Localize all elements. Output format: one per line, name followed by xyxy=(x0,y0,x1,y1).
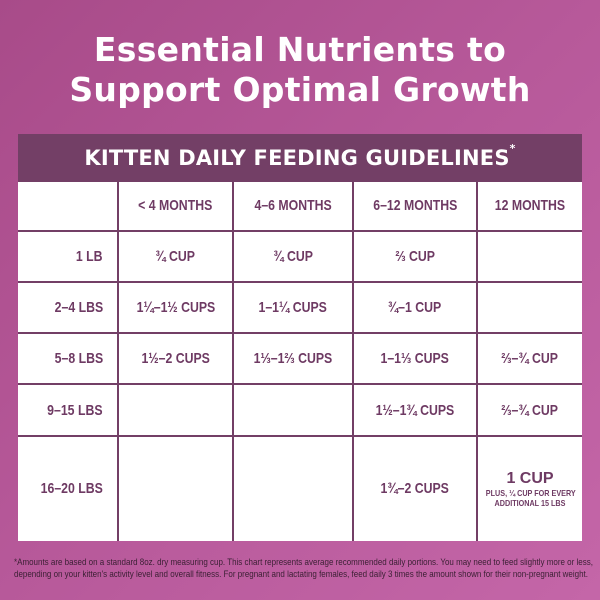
table-cell: ⅔ CUP xyxy=(352,229,478,283)
row-label-weight: 5–8 LBS xyxy=(18,332,119,386)
table-cell xyxy=(232,434,354,541)
column-header-row: < 4 MONTHS 4–6 MONTHS 6–12 MONTHS 12 MON… xyxy=(18,182,582,232)
table-cell xyxy=(232,383,354,437)
title-line-2: Support Optimal Growth xyxy=(69,70,531,109)
table-row: 5–8 LBS 1½–2 CUPS 1⅓–1⅔ CUPS 1–1⅓ CUPS ⅔… xyxy=(18,332,582,386)
page-title: Essential Nutrients to Support Optimal G… xyxy=(0,30,600,110)
table-cell: ⅔–¾ CUP xyxy=(476,332,582,386)
table-row: 1 LB ¾ CUP ¾ CUP ⅔ CUP xyxy=(18,229,582,283)
table-cell xyxy=(117,434,234,541)
table-cell: 1½–1¾ CUPS xyxy=(352,383,478,437)
footnote-line-1: *Amounts are based on a standard 8oz. dr… xyxy=(14,557,593,567)
feeding-grid: < 4 MONTHS 4–6 MONTHS 6–12 MONTHS 12 MON… xyxy=(18,182,582,541)
table-cell: ⅔–¾ CUP xyxy=(476,383,582,437)
column-header-4-6-months: 4–6 MONTHS xyxy=(232,182,354,232)
table-cell: 1¼–1½ CUPS xyxy=(117,280,234,335)
cell-note-line-1: PLUS, ¼ CUP FOR EVERY xyxy=(485,487,576,498)
table-cell xyxy=(476,229,582,283)
table-cell: ¾ CUP xyxy=(117,229,234,283)
table-cell: 1–1¼ CUPS xyxy=(232,280,354,335)
footnote-marker: * xyxy=(509,142,516,155)
corner-cell xyxy=(18,182,119,232)
feeding-guidelines-table: KITTEN DAILY FEEDING GUIDELINES* < 4 MON… xyxy=(18,134,582,541)
table-cell xyxy=(117,383,234,437)
row-label-weight: 1 LB xyxy=(18,229,119,283)
table-cell: 1–1⅓ CUPS xyxy=(352,332,478,386)
table-cell-with-note: 1 CUP PLUS, ¼ CUP FOR EVERY ADDITIONAL 1… xyxy=(476,434,582,541)
table-heading: KITTEN DAILY FEEDING GUIDELINES* xyxy=(18,134,582,182)
table-heading-text: KITTEN DAILY FEEDING GUIDELINES xyxy=(84,146,510,170)
footnote-line-2: depending on your kitten's activity leve… xyxy=(14,569,588,579)
title-line-1: Essential Nutrients to xyxy=(93,30,507,69)
table-cell: 1⅓–1⅔ CUPS xyxy=(232,332,354,386)
column-header-under-4-months: < 4 MONTHS xyxy=(117,182,234,232)
table-cell: 1¾–2 CUPS xyxy=(352,434,478,541)
row-label-weight: 9–15 LBS xyxy=(18,383,119,437)
cell-note-line-2: ADDITIONAL 15 LBS xyxy=(494,497,566,508)
table-row: 16–20 LBS 1¾–2 CUPS 1 CUP PLUS, ¼ CUP FO… xyxy=(18,434,582,541)
table-cell: ¾–1 CUP xyxy=(352,280,478,335)
row-label-weight: 16–20 LBS xyxy=(18,434,119,541)
table-row: 2–4 LBS 1¼–1½ CUPS 1–1¼ CUPS ¾–1 CUP xyxy=(18,280,582,335)
footnote: *Amounts are based on a standard 8oz. dr… xyxy=(14,556,593,580)
table-row: 9–15 LBS 1½–1¾ CUPS ⅔–¾ CUP xyxy=(18,383,582,437)
table-cell: ¾ CUP xyxy=(232,229,354,283)
table-cell: 1½–2 CUPS xyxy=(117,332,234,386)
table-cell xyxy=(476,280,582,335)
column-header-12-months: 12 MONTHS xyxy=(476,182,582,232)
column-header-6-12-months: 6–12 MONTHS xyxy=(352,182,478,232)
cell-main-amount: 1 CUP xyxy=(506,469,554,487)
row-label-weight: 2–4 LBS xyxy=(18,280,119,335)
